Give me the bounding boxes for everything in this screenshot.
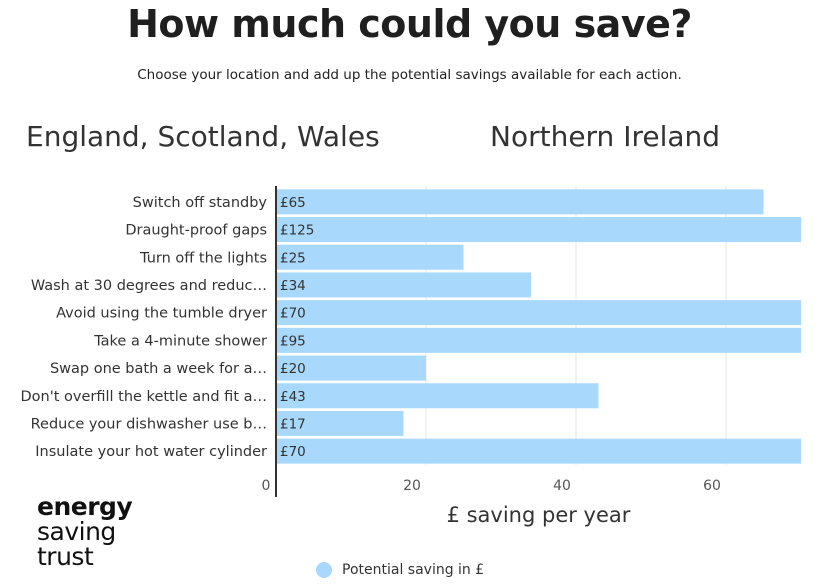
category-label: Draught-proof gaps: [125, 223, 267, 239]
category-label: Turn off the lights: [139, 250, 267, 266]
page-subtitle: Choose your location and add up the pote…: [137, 67, 682, 83]
bar: [276, 327, 801, 353]
bar: [276, 355, 426, 381]
page-title: How much could you save?: [127, 2, 692, 46]
data-label: £125: [280, 223, 314, 239]
bar: [276, 244, 464, 270]
legend: Potential saving in £: [316, 562, 484, 578]
data-label: £34: [280, 278, 306, 294]
data-label: £95: [280, 333, 306, 349]
tab-england-scotland-wales[interactable]: England, Scotland, Wales: [26, 120, 380, 153]
bar: [276, 410, 404, 436]
bar: [276, 438, 801, 464]
data-label: £43: [280, 389, 306, 405]
bar: [276, 189, 764, 215]
category-label: Reduce your dishwasher use b…: [31, 416, 267, 432]
x-tick-label: 40: [553, 478, 571, 494]
category-label: Avoid using the tumble dryer: [56, 306, 267, 322]
logo-line-2: saving: [37, 517, 116, 546]
tab-northern-ireland[interactable]: Northern Ireland: [490, 120, 721, 153]
bar-chart: Switch off standby £65 Draught-proof gaps £…: [21, 186, 801, 497]
bar: [276, 217, 801, 243]
data-label: £25: [280, 250, 306, 266]
x-tick-label: 20: [403, 478, 421, 494]
data-label: £17: [280, 416, 306, 432]
category-label: Wash at 30 degrees and reduc…: [31, 278, 267, 294]
legend-label: Potential saving in £: [342, 562, 485, 578]
data-label: £65: [280, 195, 306, 211]
data-label: £70: [280, 444, 306, 460]
logo-line-3: trust: [37, 542, 94, 571]
energy-saving-trust-logo: energy saving trust: [37, 492, 133, 571]
bar: [276, 300, 801, 326]
category-label: Swap one bath a week for a…: [50, 361, 267, 377]
data-label: £70: [280, 306, 306, 322]
bar: [276, 272, 531, 298]
x-axis-label: £ saving per year: [446, 503, 631, 527]
category-label: Take a 4-minute shower: [93, 333, 267, 349]
x-tick-label: 0: [262, 478, 271, 494]
legend-swatch: [316, 562, 332, 578]
logo-line-1: energy: [37, 492, 133, 521]
category-label: Switch off standby: [133, 195, 268, 211]
category-label: Don't overfill the kettle and fit a…: [21, 389, 267, 405]
x-tick-label: 60: [703, 478, 721, 494]
data-label: £20: [280, 361, 306, 377]
bar: [276, 383, 599, 409]
category-label: Insulate your hot water cylinder: [35, 444, 267, 460]
